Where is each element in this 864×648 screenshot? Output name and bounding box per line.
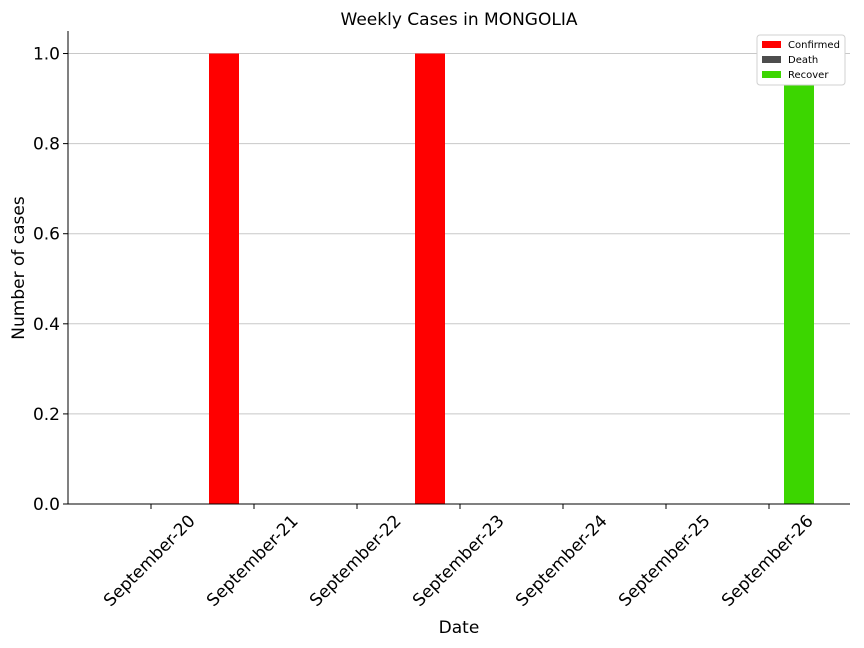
bar-confirmed-september-23 [415,53,445,505]
legend-label-death: Death [788,55,818,66]
y-tick-label: 0.8 [33,135,60,155]
x-tick-label: September-23 [409,511,508,610]
x-tick-label: September-26 [718,511,817,610]
y-tick-label: 0.4 [33,315,60,335]
y-tick-label: 1.0 [33,45,60,65]
axes [67,31,850,505]
grid-lines [68,53,850,505]
y-ticks: 0.0 0.2 0.4 0.6 0.8 1.0 [33,45,68,515]
chart-title: Weekly Cases in MONGOLIA [341,10,578,30]
bar-confirmed-september-21 [209,53,239,505]
x-tick-label: September-24 [512,511,611,610]
x-tick-label: September-25 [615,511,714,610]
x-tick-label: September-21 [203,511,302,610]
legend: Confirmed Death Recover [756,34,846,86]
x-ticks: September-20 September-21 September-22 Sept… [100,504,818,611]
bar-recover-september-26 [784,53,814,505]
legend-swatch-death [762,56,781,63]
bars [209,53,814,505]
y-tick-label: 0.6 [33,225,60,245]
legend-label-confirmed: Confirmed [788,40,840,51]
x-axis-label: Date [439,618,480,638]
y-tick-label: 0.0 [33,495,60,515]
y-tick-label: 0.2 [33,405,60,425]
legend-swatch-confirmed [762,41,781,48]
legend-swatch-recover [762,71,781,78]
y-axis-label: Number of cases [9,196,29,340]
x-tick-label: September-20 [100,511,199,610]
legend-label-recover: Recover [788,70,829,81]
x-tick-label: September-22 [306,511,405,610]
